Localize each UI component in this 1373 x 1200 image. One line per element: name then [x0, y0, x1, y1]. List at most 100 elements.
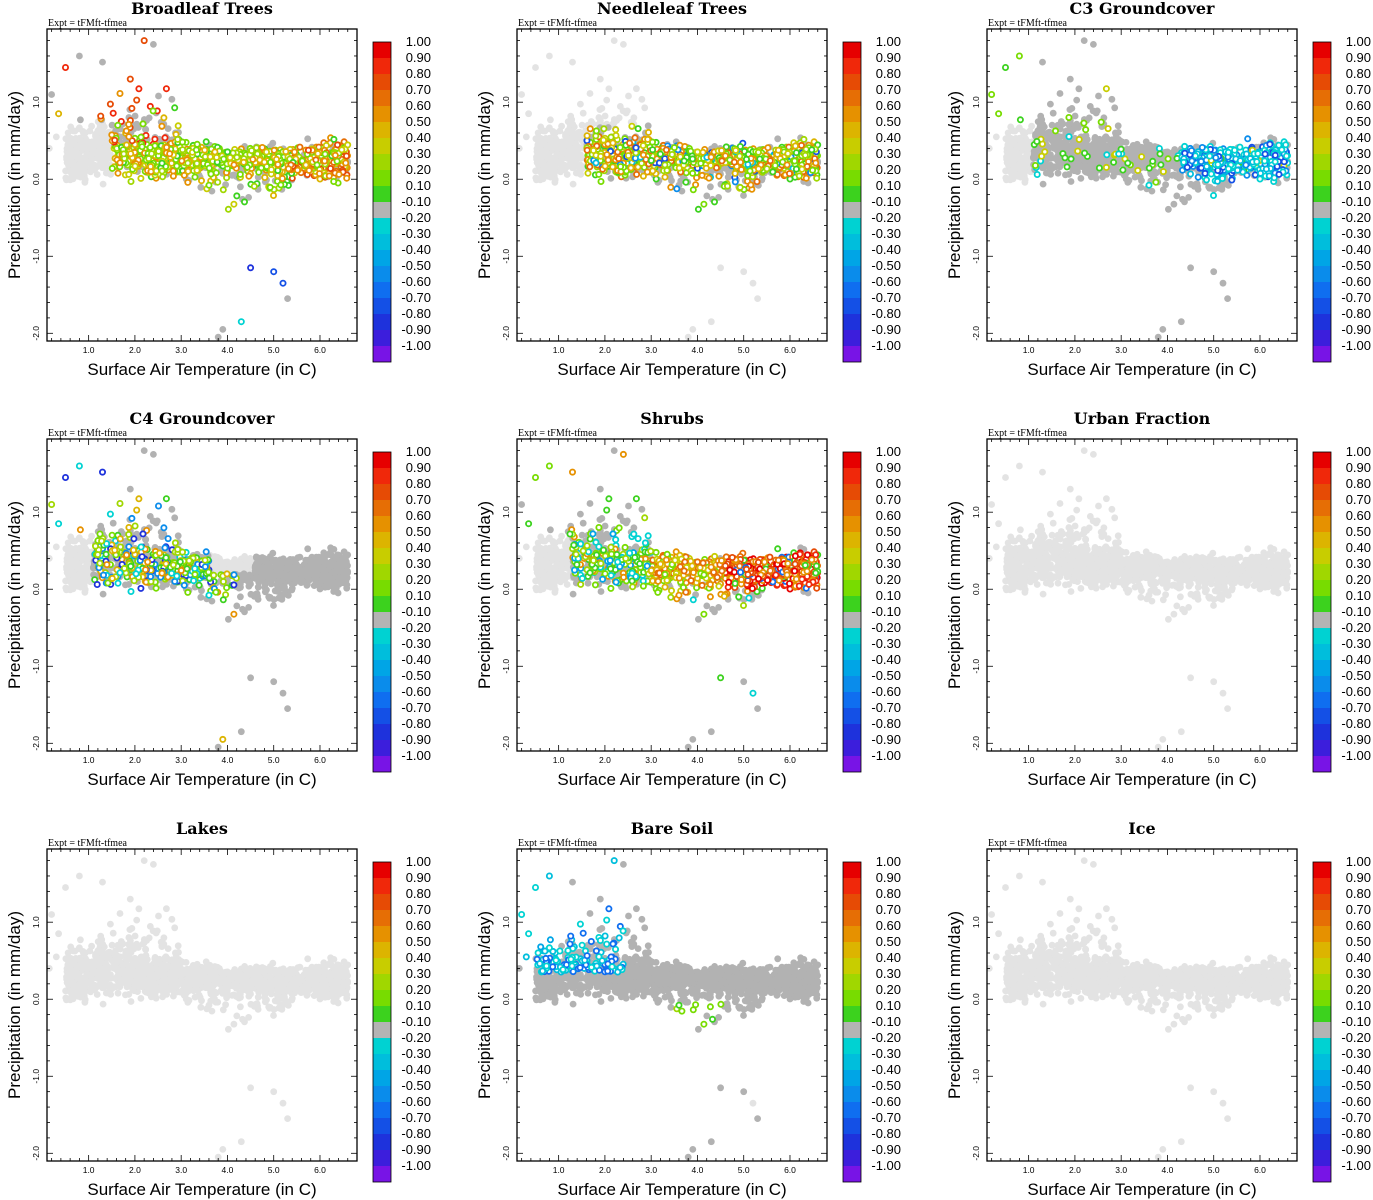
x-axis-label: Surface Air Temperature (in C)	[557, 360, 786, 379]
data-point-colored	[108, 164, 116, 172]
data-point-neutral	[230, 171, 238, 179]
data-point-neutral	[254, 173, 262, 181]
data-point-background	[536, 149, 543, 156]
data-point-background	[551, 178, 559, 186]
colorbar-swatch	[373, 154, 391, 170]
data-point-colored	[661, 155, 669, 163]
data-point-colored	[607, 133, 615, 141]
data-point-background	[76, 124, 83, 132]
colorbar-label: -0.30	[871, 226, 901, 241]
x-tick-label: 4.0	[222, 345, 234, 355]
data-point-background	[550, 130, 557, 137]
data-point-colored	[652, 175, 660, 183]
data-point-background	[64, 129, 72, 137]
colorbar-label: 1.00	[876, 34, 901, 49]
data-point-colored	[160, 114, 168, 122]
data-point-colored	[718, 147, 726, 155]
data-point-background	[633, 85, 640, 93]
data-point-background	[89, 146, 97, 154]
data-point-colored	[603, 151, 611, 159]
data-point-background	[536, 140, 544, 148]
data-point-colored	[114, 121, 122, 129]
data-point-colored	[305, 166, 313, 174]
data-point-colored	[333, 157, 341, 165]
colorbar-label: 0.30	[876, 146, 901, 161]
data-point-colored	[730, 158, 738, 166]
data-point-background	[586, 90, 594, 97]
data-point-colored	[737, 158, 745, 166]
data-point-colored	[282, 148, 290, 156]
colorbar-swatch	[373, 266, 391, 282]
data-point-background	[86, 127, 94, 135]
data-point-colored	[158, 122, 166, 130]
x-tick-label: 3.0	[645, 345, 657, 355]
colorbar-swatch	[373, 58, 391, 74]
data-point-colored	[162, 85, 170, 93]
data-point-neutral	[245, 194, 253, 201]
data-point-colored	[166, 150, 174, 158]
data-point-background	[566, 160, 574, 168]
data-point-colored	[106, 100, 114, 108]
data-point-background	[549, 169, 557, 177]
data-point-background	[574, 169, 582, 177]
x-axis-label: Surface Air Temperature (in C)	[87, 360, 316, 379]
colorbar-label: -0.10	[401, 194, 431, 209]
data-point-colored	[261, 173, 269, 181]
data-point-colored	[284, 165, 292, 173]
y-tick-label: -2.0	[31, 326, 41, 341]
panel-title: C3 Groundcover	[1070, 0, 1216, 18]
data-point-colored	[754, 148, 762, 156]
data-point-neutral	[707, 183, 714, 191]
data-point-colored	[120, 150, 128, 158]
data-point-colored	[600, 125, 608, 133]
data-point-colored	[673, 185, 681, 193]
data-point-neutral	[168, 95, 176, 103]
data-point-colored	[656, 150, 664, 158]
data-point-colored	[245, 172, 253, 180]
data-point-colored	[584, 169, 592, 177]
data-point-colored	[783, 161, 791, 169]
data-point-neutral	[715, 194, 722, 201]
colorbar-swatch	[373, 282, 391, 298]
data-point-colored	[298, 157, 306, 165]
data-point-background	[566, 120, 574, 128]
data-point-colored	[267, 166, 275, 174]
data-point-colored	[639, 172, 647, 180]
data-point-colored	[128, 104, 136, 112]
data-point-background	[605, 85, 613, 93]
data-point-background	[542, 135, 550, 143]
data-point-colored	[705, 174, 713, 182]
colorbar-swatch	[843, 250, 861, 266]
data-point-neutral	[197, 183, 205, 191]
colorbar-swatch	[843, 234, 861, 250]
data-point-colored	[125, 170, 133, 178]
data-point-neutral	[644, 122, 652, 130]
data-point-colored	[698, 171, 706, 179]
data-point-colored	[791, 157, 799, 165]
data-point-colored	[206, 153, 214, 161]
colorbar-label: -0.40	[871, 242, 901, 257]
data-point-colored	[601, 162, 609, 170]
colorbar-swatch	[373, 218, 391, 234]
data-point-colored	[615, 155, 623, 163]
data-point-colored	[663, 166, 671, 174]
data-point-neutral	[155, 92, 162, 100]
data-point-colored	[201, 146, 209, 154]
data-point-colored	[211, 148, 219, 156]
data-point-colored	[731, 178, 739, 186]
data-point-background	[68, 172, 76, 180]
colorbar-swatch	[373, 106, 391, 122]
experiment-label: Expt = tFMft-tfmea	[518, 18, 598, 29]
data-point-neutral	[703, 192, 711, 200]
data-point-colored	[269, 191, 277, 199]
colorbar-label: 0.70	[876, 82, 901, 97]
data-point-colored	[139, 120, 147, 128]
data-point-colored	[774, 146, 782, 154]
data-point-colored	[219, 186, 227, 194]
data-point-colored	[207, 170, 215, 178]
data-point-colored	[168, 159, 176, 167]
data-point-background	[99, 180, 107, 188]
data-point-background	[568, 127, 575, 135]
data-point-colored	[597, 152, 605, 160]
data-point-background	[82, 136, 90, 144]
